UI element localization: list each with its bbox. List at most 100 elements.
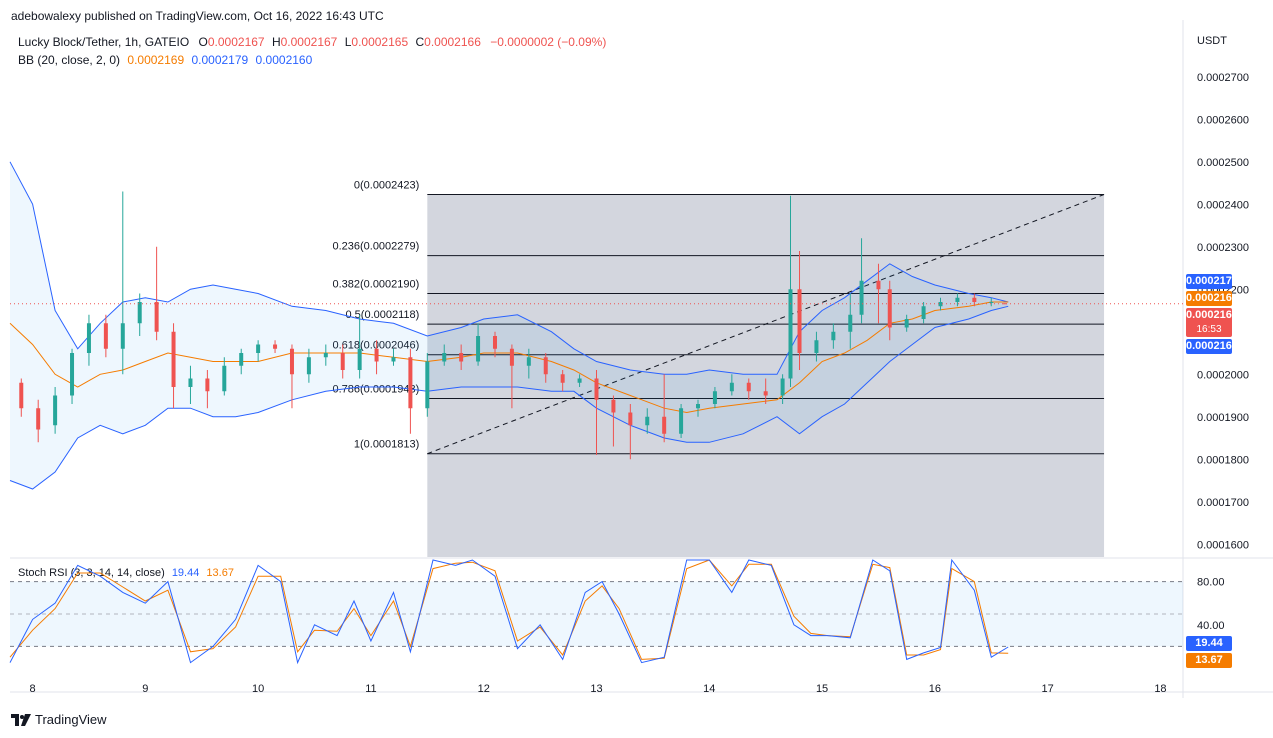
candle-body <box>814 340 819 353</box>
symbol-legend: Lucky Block/Tether, 1h, GATEIO O0.000216… <box>18 35 606 49</box>
candle-body <box>876 280 881 290</box>
candle-body <box>543 357 548 375</box>
candle-body <box>746 382 751 392</box>
time-tick-label: 16 <box>929 683 941 695</box>
candle-body <box>70 353 75 396</box>
candle-body <box>859 280 864 315</box>
fib-level-label: 0.618(0.0002046) <box>332 340 419 352</box>
candle-body <box>887 289 892 328</box>
bb-basis-line <box>9 301 1009 414</box>
tradingview-footer[interactable]: TradingView <box>11 712 107 727</box>
last-price-tag: 0.0002166 16:53 <box>1186 308 1238 337</box>
bar-countdown: 16:53 <box>1196 324 1222 335</box>
candle-body <box>408 357 413 409</box>
candle-body <box>628 412 633 426</box>
candle-body <box>205 378 210 392</box>
candle-body <box>120 323 125 349</box>
rsi-d-tag: 13.67 <box>1186 653 1232 668</box>
bb-legend: BB (20, close, 2, 0) 0.0002169 0.0002179… <box>18 53 312 67</box>
publish-info: adebowalexy published on TradingView.com… <box>11 9 384 23</box>
open-label: O <box>198 35 208 49</box>
open-value: 0.0002167 <box>207 35 265 49</box>
candle-body <box>222 365 227 392</box>
bb-lower-line <box>9 305 1009 490</box>
low-label: L <box>344 35 352 49</box>
fib-level-label: 0.382(0.0002190) <box>332 279 419 291</box>
fib-level-label: 0.786(0.0001943) <box>332 383 419 395</box>
last-price-value: 0.0002166 <box>1186 309 1238 321</box>
candle-body <box>763 391 768 396</box>
candle-body <box>256 344 261 353</box>
candle-body <box>938 302 943 307</box>
candle-body <box>526 357 531 366</box>
rsi-k-line <box>9 558 1009 665</box>
candlestick-series <box>10 191 1183 460</box>
symbol-name: Lucky Block/Tether, 1h, GATEIO <box>18 35 190 49</box>
time-tick-label: 11 <box>365 683 376 695</box>
candle-body <box>442 353 447 362</box>
candle-body <box>154 302 159 332</box>
fib-zone-background <box>427 194 1105 557</box>
bb-label: BB (20, close, 2, 0) <box>18 53 121 67</box>
rsi-k-tag: 19.44 <box>1186 636 1232 651</box>
stoch-rsi-pane: 80.00 40.00 <box>9 558 1225 665</box>
candle-body <box>696 404 701 409</box>
candle-body <box>645 416 650 426</box>
fib-level-label: 1(0.0001813) <box>354 439 419 451</box>
candle-body <box>509 348 514 366</box>
candle-body <box>989 302 994 303</box>
candle-body <box>459 353 464 362</box>
bb-lower-value: 0.0002160 <box>255 53 313 67</box>
chart-axes: USDT 0.0002700 0.0002600 0.0002500 0.0002400… <box>29 35 1249 695</box>
candle-body <box>797 289 802 353</box>
candle-body <box>780 378 785 396</box>
rsi-tick-label: 40.00 <box>1197 620 1225 632</box>
high-value: 0.0002167 <box>280 35 338 49</box>
tradingview-logo-icon <box>11 713 31 726</box>
candle-body <box>1002 303 1007 305</box>
candle-body <box>289 348 294 375</box>
candle-body <box>323 353 328 358</box>
fib-trend-line <box>427 194 1105 455</box>
close-label: C <box>415 35 425 49</box>
candle-body <box>137 302 142 324</box>
candle-body <box>729 382 734 392</box>
fib-level-label: 0(0.0002423) <box>354 179 419 191</box>
price-tick-label: 0.0002500 <box>1197 157 1249 169</box>
price-tick-label: 0.0001600 <box>1197 539 1249 551</box>
candle-body <box>273 344 278 349</box>
candle-body <box>972 297 977 302</box>
time-tick-label: 14 <box>703 683 715 695</box>
candle-body <box>357 348 362 370</box>
time-tick-label: 17 <box>1042 683 1054 695</box>
candle-body <box>103 323 108 349</box>
candle-body <box>904 319 909 328</box>
bb-lower-price-tag: 0.0002160 <box>1186 339 1238 354</box>
bb-basis-price-tag: 0.0002169 <box>1186 291 1238 306</box>
candle-body <box>391 357 396 362</box>
rsi-d-line <box>9 559 1009 660</box>
candle-body <box>679 408 684 434</box>
candle-body <box>374 348 379 362</box>
price-tick-label: 0.0002400 <box>1197 199 1249 211</box>
candle-body <box>611 399 616 413</box>
chart-grid <box>10 20 1273 698</box>
price-tick-label: 0.0002000 <box>1197 369 1249 381</box>
high-label: H <box>271 35 281 49</box>
candle-body <box>577 378 582 383</box>
close-value: 0.0002166 <box>424 35 481 49</box>
fibonacci-retracement: 0(0.0002423) 0.236(0.0002279) 0.382(0.0002… <box>332 179 1105 557</box>
price-tick-label: 0.0002700 <box>1197 72 1249 84</box>
candle-body <box>36 408 41 430</box>
candle-body <box>425 361 430 409</box>
time-tick-label: 9 <box>142 683 148 695</box>
candle-body <box>306 357 311 375</box>
candle-body <box>19 382 24 409</box>
candle-body <box>831 331 836 341</box>
candle-body <box>848 314 853 332</box>
time-tick-label: 15 <box>816 683 828 695</box>
candle-body <box>188 378 193 387</box>
candle-body <box>921 306 926 319</box>
bb-fill <box>10 161 1009 490</box>
